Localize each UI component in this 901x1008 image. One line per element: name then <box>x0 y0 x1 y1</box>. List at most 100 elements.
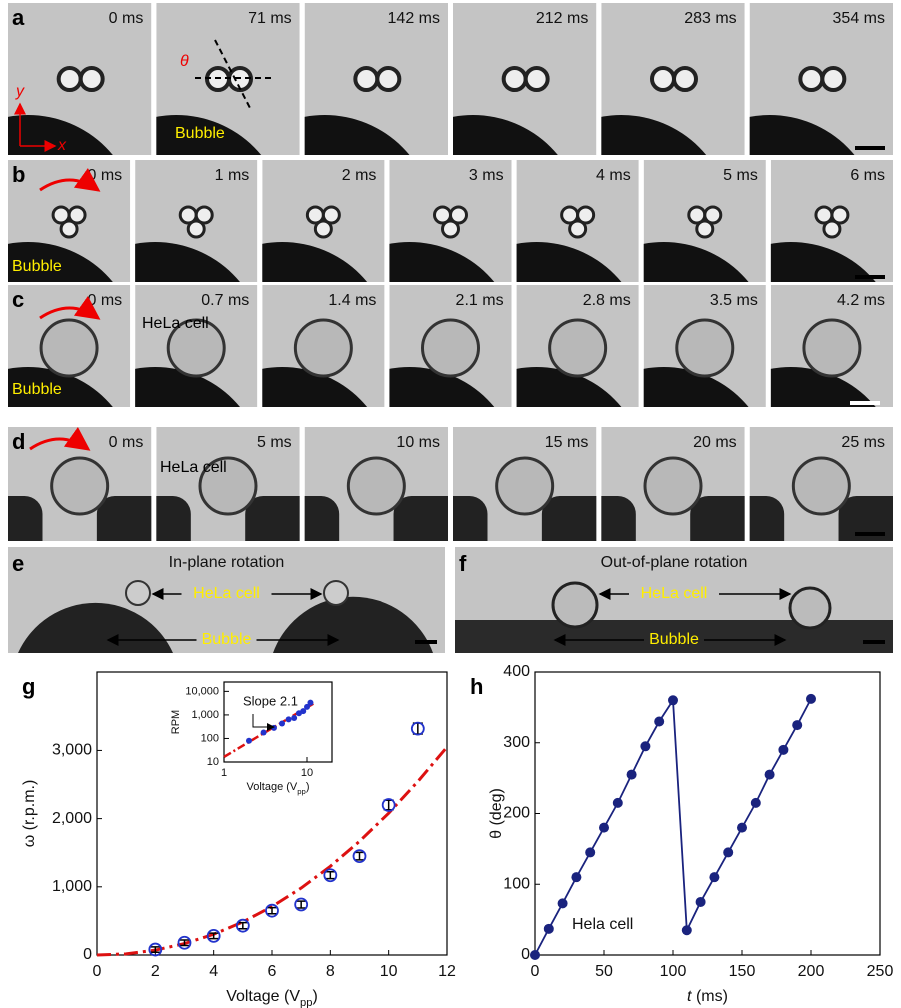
time-label: 20 ms <box>693 434 737 451</box>
time-label: 15 ms <box>545 434 589 451</box>
particle <box>377 68 399 90</box>
point <box>751 798 761 808</box>
x-tick-label: 200 <box>798 963 825 980</box>
cell <box>41 320 97 376</box>
time-label: 5 ms <box>257 434 292 451</box>
note: Out-of-plane rotation <box>601 554 748 571</box>
point <box>640 741 650 751</box>
inset-point <box>286 716 292 722</box>
axis-title: ω (r.p.m.) <box>21 780 38 848</box>
particle <box>61 221 77 237</box>
y-tick-label: 1,000 <box>52 878 92 895</box>
time-label: 3 ms <box>469 167 504 184</box>
y-tick-label: 0 <box>521 946 530 963</box>
panel-label: g <box>22 674 35 699</box>
time-label: 2.8 ms <box>583 292 631 309</box>
cell <box>804 320 860 376</box>
note: HeLa cell <box>142 315 209 332</box>
particle <box>652 68 674 90</box>
inset-point <box>246 738 252 744</box>
y-tick-label: 10,000 <box>185 685 219 697</box>
axis-title: t (ms) <box>687 988 728 1005</box>
axis-title-part: pp <box>297 787 306 796</box>
plot-frame <box>535 672 880 955</box>
y-tick-label: 0 <box>83 946 92 963</box>
particle <box>59 68 81 90</box>
point <box>530 950 540 960</box>
point <box>613 798 623 808</box>
point <box>709 872 719 882</box>
point <box>585 847 595 857</box>
error-bar <box>296 901 306 908</box>
panel-label: e <box>12 551 24 576</box>
time-label: 25 ms <box>841 434 885 451</box>
x-tick-label: 12 <box>438 963 456 980</box>
inset-point <box>279 721 285 727</box>
inset-point <box>307 700 313 706</box>
panel-label: f <box>459 551 467 576</box>
time-label: 0 ms <box>87 167 122 184</box>
cell <box>497 458 553 514</box>
note: Bubble <box>649 631 699 648</box>
y-tick-label: 3,000 <box>52 742 92 759</box>
particle <box>674 68 696 90</box>
cell <box>126 581 150 605</box>
time-label: 4.2 ms <box>837 292 885 309</box>
point <box>723 847 733 857</box>
axis-title-part: ) <box>306 781 310 793</box>
x-tick-label: 8 <box>326 963 335 980</box>
annotation: Hela cell <box>572 916 633 933</box>
annotation: Slope 2.1 <box>243 693 298 708</box>
time-label: 0.7 ms <box>201 292 249 309</box>
y-tick-label: 400 <box>503 663 530 680</box>
scale-bar <box>855 532 885 536</box>
time-label: 10 ms <box>396 434 440 451</box>
axis-title: RPM <box>170 710 182 734</box>
point <box>737 823 747 833</box>
y-tick-label: 10 <box>207 756 219 768</box>
error-bar <box>267 908 277 914</box>
particle <box>570 221 586 237</box>
note: Bubble <box>12 258 62 275</box>
point <box>558 898 568 908</box>
point <box>696 897 706 907</box>
inset-point <box>261 729 267 735</box>
time-label: 0 ms <box>87 292 122 309</box>
x-tick-label: 0 <box>93 963 102 980</box>
point <box>765 770 775 780</box>
x-tick-label: 4 <box>209 963 218 980</box>
point <box>571 872 581 882</box>
axis-title-part: ) <box>312 988 317 1005</box>
point <box>792 720 802 730</box>
time-label: 142 ms <box>388 10 440 27</box>
cell <box>295 320 351 376</box>
x-tick-label: 10 <box>380 963 398 980</box>
note: Bubble <box>12 381 62 398</box>
cell <box>790 588 830 628</box>
error-bar <box>325 872 335 879</box>
cell <box>645 458 701 514</box>
panel-label: b <box>12 162 25 187</box>
scale-bar <box>415 640 437 644</box>
point <box>806 694 816 704</box>
time-label: 2 ms <box>342 167 377 184</box>
time-label: 4 ms <box>596 167 631 184</box>
note: In-plane rotation <box>169 554 285 571</box>
figure: 0 ms71 ms142 ms212 ms283 ms354 msa0 ms1 … <box>0 0 901 1008</box>
note: Bubble <box>175 125 225 142</box>
time-label: 6 ms <box>850 167 885 184</box>
x-tick-label: 1 <box>221 767 227 779</box>
cell <box>677 320 733 376</box>
inset-point <box>271 725 277 731</box>
particle <box>800 68 822 90</box>
particle <box>504 68 526 90</box>
scale-bar <box>855 146 885 150</box>
particle <box>443 221 459 237</box>
scale-bar <box>863 640 885 644</box>
axis-title-part: pp <box>300 997 312 1008</box>
time-label: 283 ms <box>684 10 736 27</box>
y-tick-label: 2,000 <box>52 810 92 827</box>
point <box>654 717 664 727</box>
x-tick-label: 250 <box>867 963 894 980</box>
note: HeLa cell <box>160 459 227 476</box>
